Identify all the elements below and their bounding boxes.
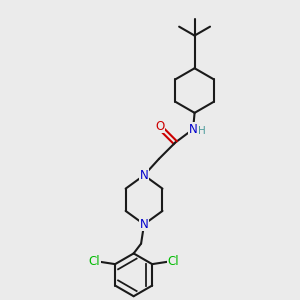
- Text: N: N: [189, 123, 197, 136]
- Text: N: N: [140, 218, 148, 231]
- Text: Cl: Cl: [88, 255, 100, 268]
- Text: O: O: [155, 120, 164, 133]
- Text: H: H: [197, 126, 205, 136]
- Text: N: N: [140, 169, 148, 182]
- Text: Cl: Cl: [167, 255, 179, 268]
